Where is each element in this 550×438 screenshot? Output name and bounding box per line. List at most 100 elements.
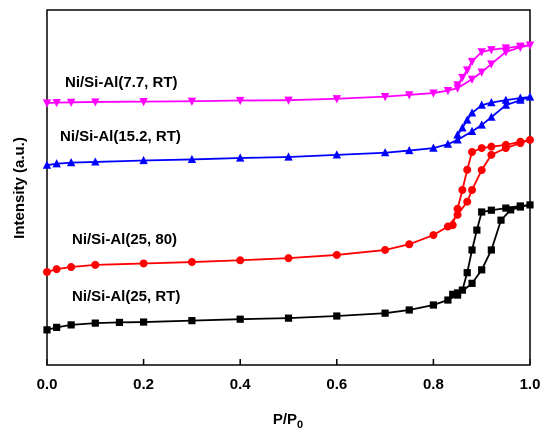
marker — [332, 95, 341, 104]
marker — [463, 197, 472, 206]
marker — [444, 296, 452, 304]
marker — [477, 144, 486, 153]
marker — [66, 98, 76, 107]
marker — [236, 315, 244, 323]
marker — [284, 254, 293, 263]
marker — [139, 155, 148, 165]
marker — [458, 185, 467, 194]
marker — [468, 185, 477, 194]
marker — [487, 60, 496, 69]
marker — [487, 46, 496, 55]
marker — [429, 301, 437, 309]
marker — [463, 165, 472, 174]
x-tick-label: 0.8 — [423, 376, 444, 393]
y-axis-label: Intensity (a.u.) — [11, 137, 28, 239]
marker — [236, 256, 245, 265]
marker — [405, 306, 413, 314]
marker — [463, 66, 472, 75]
marker — [43, 267, 51, 276]
marker — [487, 98, 496, 107]
marker — [487, 246, 495, 254]
marker — [115, 318, 124, 326]
marker — [332, 150, 341, 159]
marker — [443, 139, 453, 148]
marker — [487, 150, 496, 159]
marker — [453, 130, 462, 139]
marker — [52, 99, 61, 108]
marker — [187, 258, 196, 267]
marker — [525, 92, 535, 101]
marker — [187, 97, 197, 106]
marker — [458, 286, 466, 294]
marker — [477, 120, 486, 129]
marker — [405, 145, 414, 155]
marker — [52, 159, 61, 168]
marker — [42, 99, 52, 108]
plot-frame — [46, 9, 531, 366]
marker — [477, 48, 486, 57]
marker — [487, 112, 496, 121]
marker — [448, 221, 457, 230]
marker — [453, 289, 462, 297]
marker — [478, 266, 486, 274]
marker — [467, 108, 477, 117]
marker — [284, 152, 293, 161]
marker — [516, 202, 524, 210]
marker — [53, 323, 61, 331]
marker — [236, 96, 245, 106]
marker — [188, 317, 196, 325]
marker — [333, 312, 341, 320]
marker — [236, 153, 245, 162]
marker — [487, 142, 496, 151]
marker — [507, 206, 515, 214]
series-label: Ni/Si-Al(25, 80) — [72, 231, 177, 248]
marker — [487, 206, 495, 214]
marker — [467, 57, 477, 67]
x-tick-label: 1.0 — [520, 376, 541, 393]
series-label: Ni/Si-Al(7.7, RT) — [65, 74, 178, 91]
x-axis-label: P/P0 — [273, 411, 303, 431]
marker — [449, 290, 457, 298]
marker — [467, 75, 477, 84]
marker — [381, 245, 390, 254]
marker — [468, 246, 476, 254]
marker — [463, 115, 472, 124]
x-axis-label-text: P/P — [273, 411, 297, 428]
marker — [468, 279, 476, 287]
marker — [463, 269, 471, 277]
marker — [187, 154, 197, 164]
marker — [91, 319, 99, 327]
marker — [91, 98, 100, 107]
x-tick-label: 0.0 — [37, 376, 58, 393]
marker — [67, 321, 75, 329]
marker — [66, 158, 76, 167]
marker — [477, 100, 486, 109]
marker — [525, 41, 535, 50]
marker — [429, 89, 438, 98]
x-tick-label: 0.2 — [133, 376, 154, 393]
marker — [91, 157, 100, 166]
marker — [458, 123, 467, 132]
marker — [67, 263, 76, 272]
marker — [332, 250, 341, 259]
marker — [429, 143, 438, 152]
marker — [284, 96, 293, 105]
marker — [453, 135, 462, 144]
marker — [501, 100, 511, 109]
marker — [139, 259, 148, 268]
marker — [453, 81, 462, 90]
marker — [501, 95, 511, 104]
marker — [139, 97, 148, 107]
marker — [380, 148, 390, 157]
marker — [405, 91, 414, 100]
marker — [526, 135, 534, 144]
marker — [526, 201, 534, 209]
marker — [42, 160, 52, 169]
marker — [52, 265, 61, 274]
marker — [477, 166, 486, 175]
marker — [502, 204, 510, 212]
series-label: Ni/Si-Al(15.2, RT) — [60, 128, 181, 145]
marker — [516, 42, 525, 51]
marker — [443, 86, 453, 96]
